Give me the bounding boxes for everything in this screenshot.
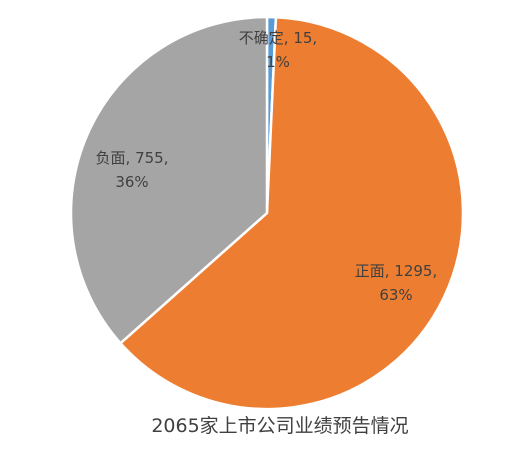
slice-label-line-1: 负面, 755, <box>96 149 169 167</box>
slice-label-line-1: 不确定, 15, <box>239 29 317 47</box>
pie-labels: 不确定, 15, 1% 正面, 1295, 63% 负面, 755, 36% <box>96 29 438 304</box>
pie-slices <box>69 15 465 411</box>
slice-label-line-2: 63% <box>379 286 412 304</box>
pie-slice-label-2: 正面, 1295, 63% <box>355 262 437 304</box>
pie-slice-2 <box>119 15 465 411</box>
pie-slice-label-1: 不确定, 15, 1% <box>239 29 317 71</box>
slice-label-line-1: 正面, 1295, <box>355 262 437 280</box>
pie-slice-label-3: 负面, 755, 36% <box>96 149 169 191</box>
chart-title: 2065家上市公司业绩预告情况 <box>151 415 408 437</box>
slice-label-line-2: 1% <box>266 53 290 71</box>
slice-label-line-2: 36% <box>115 173 148 191</box>
pie-slice-3 <box>69 15 269 345</box>
